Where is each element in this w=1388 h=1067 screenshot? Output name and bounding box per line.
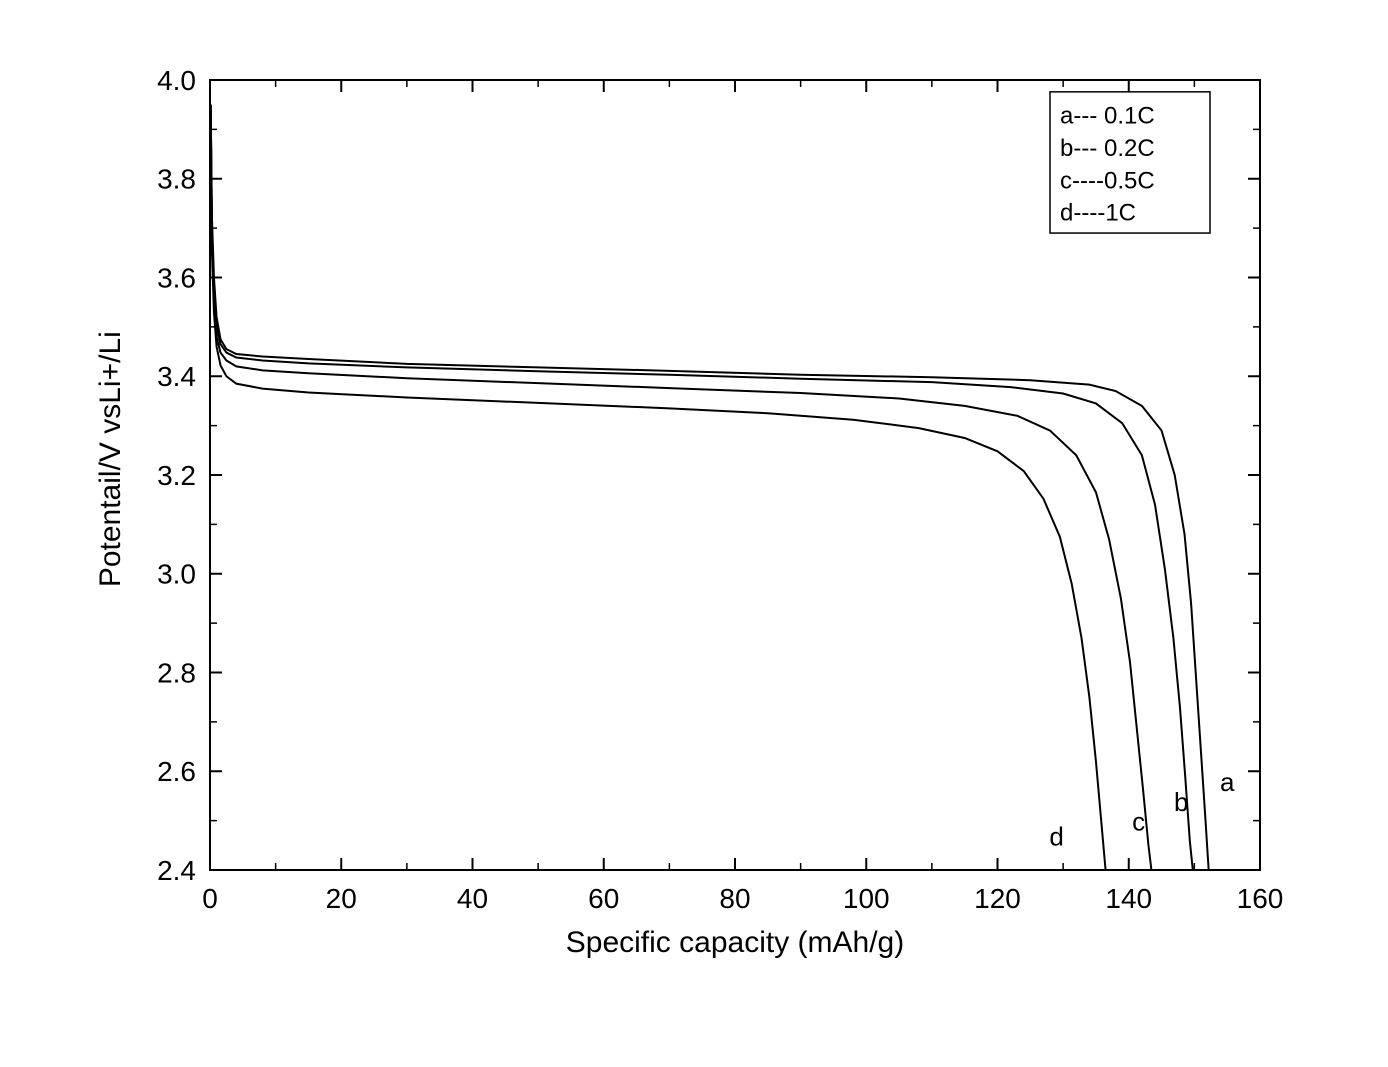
x-tick-label: 20 xyxy=(326,883,357,914)
y-tick-label: 2.6 xyxy=(157,756,196,787)
series-label-d: d xyxy=(1049,821,1063,851)
legend-item: d----1C xyxy=(1060,200,1136,227)
x-tick-label: 40 xyxy=(457,883,488,914)
x-tick-label: 120 xyxy=(974,883,1021,914)
y-tick-label: 3.4 xyxy=(157,361,196,392)
y-tick-label: 3.8 xyxy=(157,164,196,195)
x-tick-label: 100 xyxy=(843,883,890,914)
legend-item: a--- 0.1C xyxy=(1060,102,1155,129)
x-tick-label: 140 xyxy=(1105,883,1152,914)
legend-item: b--- 0.2C xyxy=(1060,135,1155,162)
x-tick-label: 60 xyxy=(588,883,619,914)
y-axis-label: Potentail/V vsLi+/Li xyxy=(94,331,127,587)
y-tick-label: 3.6 xyxy=(157,262,196,293)
discharge-curves-chart: 0 20 40 60 80 100 120 140 160 2.4 2.6 2.8 3.0 3.2 3.4 3… xyxy=(40,20,1340,1025)
x-tick-label: 0 xyxy=(202,883,218,914)
y-tick-label: 2.8 xyxy=(157,657,196,688)
y-tick-label: 2.4 xyxy=(157,855,196,886)
y-tick-label: 3.0 xyxy=(157,559,196,590)
x-tick-label: 160 xyxy=(1237,883,1284,914)
chart-svg: 0 20 40 60 80 100 120 140 160 2.4 2.6 2.8 3.0 3.2 3.4 3… xyxy=(40,20,1340,1020)
series-label-b: b xyxy=(1174,787,1188,817)
x-tick-label: 80 xyxy=(719,883,750,914)
series-label-a: a xyxy=(1220,767,1235,797)
legend-item: c----0.5C xyxy=(1060,167,1155,194)
series-label-c: c xyxy=(1132,807,1145,837)
x-axis-label: Specific capacity (mAh/g) xyxy=(566,926,904,959)
y-tick-label: 4.0 xyxy=(157,65,196,96)
y-tick-label: 3.2 xyxy=(157,460,196,491)
